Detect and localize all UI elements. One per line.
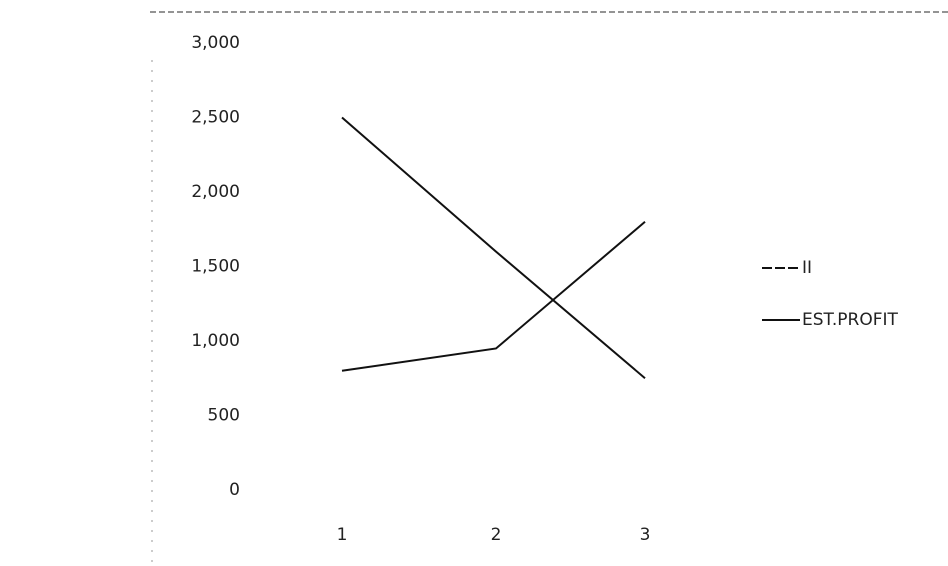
y-tick-label: 2,000 xyxy=(191,182,240,202)
x-tick-label: 1 xyxy=(337,525,348,545)
series-line xyxy=(342,222,645,371)
legend-label: II xyxy=(802,258,812,278)
y-tick-label: 500 xyxy=(208,406,240,426)
legend-label: EST.PROFIT xyxy=(802,310,899,330)
y-tick-label: 2,500 xyxy=(191,108,240,128)
y-tick-label: 1,000 xyxy=(191,331,240,351)
x-tick-label: 3 xyxy=(640,525,651,545)
y-tick-label: 0 xyxy=(229,480,240,500)
y-tick-label: 1,500 xyxy=(191,257,240,277)
y-tick-label: 3,000 xyxy=(191,33,240,53)
x-tick-label: 2 xyxy=(491,525,502,545)
series-line xyxy=(342,118,645,379)
chart: 0 500 1,000 1,500 2,000 2,500 3,000 1 2 3 II EST.PR… xyxy=(0,0,948,566)
